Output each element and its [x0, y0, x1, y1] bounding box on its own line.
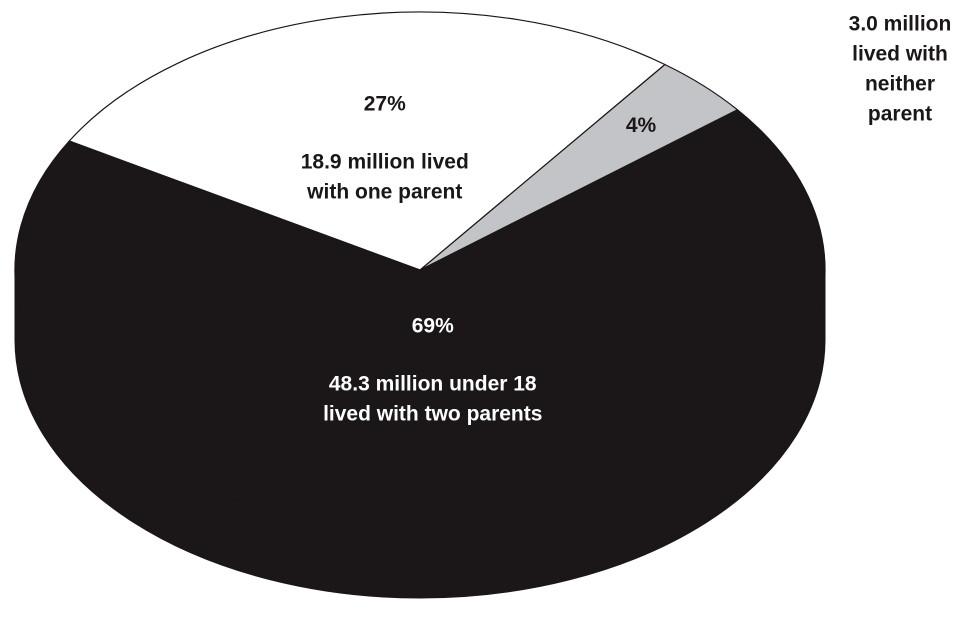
pie-slice-2 [68, 11, 666, 271]
pie-outside-label-1-0: 3.0 million [849, 13, 952, 36]
pie-slice-0 [14, 109, 826, 529]
pie-label-0-2: lived with two parents [323, 403, 542, 426]
pie-label-0-0: 69% [412, 315, 454, 338]
pie-outside-label-1-1: lived with [852, 43, 948, 66]
pie-label-0-1: 48.3 million under 18 [329, 373, 537, 396]
pie-label-2-2: with one parent [306, 181, 462, 204]
pie-outside-label-1-3: parent [868, 103, 932, 126]
pie-top [14, 11, 826, 529]
pie-percent-label-1-0: 4% [626, 114, 657, 137]
pie-labels: 69% 48.3 million under 18 lived with two p… [301, 13, 952, 426]
pie-label-2-0: 27% [364, 93, 406, 116]
pie-outside-label-1-2: neither [865, 73, 935, 96]
pie-label-2-1: 18.9 million lived [301, 151, 469, 174]
